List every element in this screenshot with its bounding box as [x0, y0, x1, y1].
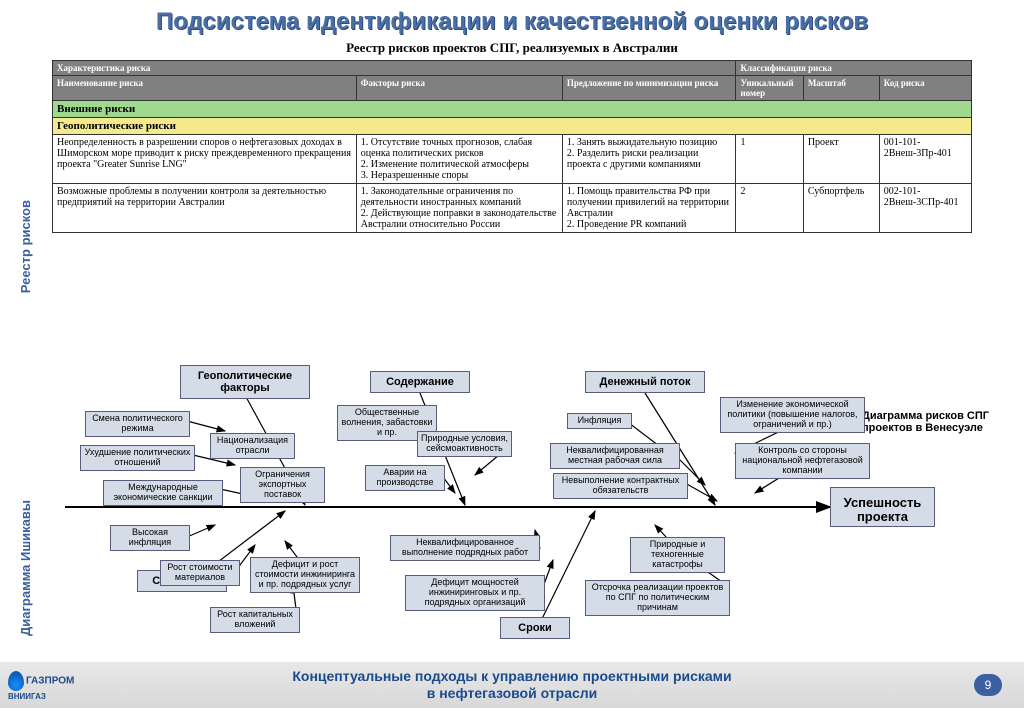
fishbone-node: Неквалифицированная местная рабочая сила [550, 443, 680, 469]
group-header-class: Классификация риска [736, 61, 972, 76]
fishbone-node: Ограничения экспортных поставок [240, 467, 325, 503]
risk-registry-table: Характеристика риска Классификация риска… [52, 60, 972, 233]
flame-icon [8, 671, 24, 691]
page-number: 9 [974, 674, 1002, 696]
col-header: Факторы риска [356, 76, 562, 101]
fishbone-node: Международные экономические санкции [103, 480, 223, 506]
fishbone-node: Геополитические факторы [180, 365, 310, 399]
section-row: Геополитические риски [53, 118, 972, 135]
risk-cell: 1. Отсутствие точных прогнозов, слабая о… [356, 135, 562, 184]
fishbone-spine [65, 506, 830, 508]
col-header: Предложение по минимизации риска [562, 76, 736, 101]
risk-cell: 1. Занять выжидательную позицию2. Раздел… [562, 135, 736, 184]
col-header: Масштаб [803, 76, 879, 101]
fishbone-node: Дефицит мощностей инжиниринговых и пр. п… [405, 575, 545, 611]
col-header: Уникальный номер [736, 76, 803, 101]
page-title: Подсистема идентификации и качественной … [0, 0, 1024, 40]
fishbone-node: Изменение экономической политики (повыше… [720, 397, 865, 433]
risk-cell: Субпортфель [803, 184, 879, 233]
side-label-registry: Реестр рисков [18, 200, 33, 293]
footer-text: Концептуальные подходы к управлению прое… [292, 668, 731, 702]
risk-cell: 1. Помощь правительства РФ при получении… [562, 184, 736, 233]
risk-cell: Неопределенность в разрешении споров о н… [53, 135, 357, 184]
col-header: Код риска [879, 76, 971, 101]
registry-subtitle: Реестр рисков проектов СПГ, реализуемых … [0, 40, 1024, 56]
risk-cell: Проект [803, 135, 879, 184]
col-header: Наименование риска [53, 76, 357, 101]
fishbone-node: Смена политического режима [85, 411, 190, 437]
fishbone-node: Высокая инфляция [110, 525, 190, 551]
fishbone-node: Успешность проекта [830, 487, 935, 527]
footer-bar: ГАЗПРОМ ВНИИГАЗ Концептуальные подходы к… [0, 662, 1024, 708]
fishbone-node: Инфляция [567, 413, 632, 429]
gazprom-logo: ГАЗПРОМ ВНИИГАЗ [8, 671, 74, 702]
fishbone-node: Аварии на производстве [365, 465, 445, 491]
ishikawa-diagram: Геополитические факторы Содержание Денежны… [55, 365, 995, 655]
risk-cell: 002-101-2Внеш-3СПр-401 [879, 184, 971, 233]
fishbone-node: Национализация отрасли [210, 433, 295, 459]
risk-cell: 001-101-2Внеш-3Пр-401 [879, 135, 971, 184]
side-label-ishikawa: Диаграмма Ишикавы [18, 500, 33, 636]
fishbone-node: Ухудшение политических отношений [80, 445, 195, 471]
fishbone-node: Невыполнение контрактных обязательств [553, 473, 688, 499]
group-header-char: Характеристика риска [53, 61, 736, 76]
fishbone-node: Содержание [370, 371, 470, 393]
fishbone-node: Отсрочка реализации проектов по СПГ по п… [585, 580, 730, 616]
risk-cell: 1. Законодательные ограничения по деятел… [356, 184, 562, 233]
fishbone-node: Дефицит и рост стоимости инжиниринга и п… [250, 557, 360, 593]
fishbone-node: Неквалифицированное выполнение подрядных… [390, 535, 540, 561]
fishbone-node: Рост капитальных вложений [210, 607, 300, 633]
fishbone-node: Контроль со стороны национальной нефтега… [735, 443, 870, 479]
risk-cell: Возможные проблемы в получении контроля … [53, 184, 357, 233]
risk-cell: 2 [736, 184, 803, 233]
fishbone-node: Рост стоимости материалов [160, 560, 240, 586]
fishbone-node: Денежный поток [585, 371, 705, 393]
risk-cell: 1 [736, 135, 803, 184]
section-row: Внешние риски [53, 101, 972, 118]
fishbone-node: Природные условия, сейсмоактивность [417, 431, 512, 457]
fishbone-node: Сроки [500, 617, 570, 639]
fishbone-node: Природные и техногенные катастрофы [630, 537, 725, 573]
